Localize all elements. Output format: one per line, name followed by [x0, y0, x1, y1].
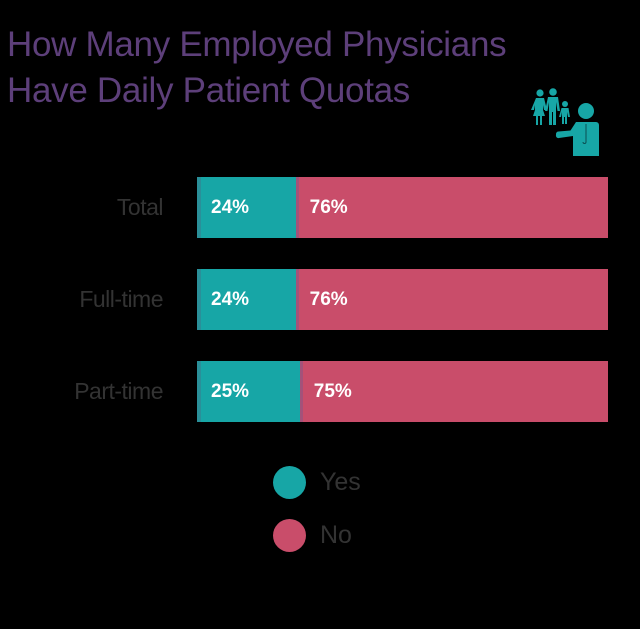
bar-row-part-time: Part-time 25% 75%	[0, 361, 640, 422]
bar-segment-no: 76%	[295, 269, 608, 330]
value-label-yes: 24%	[211, 289, 250, 310]
bar-row-total: Total 24% 76%	[0, 177, 640, 238]
value-label-no: 76%	[309, 197, 348, 218]
chart-title-line-2: Have Daily Patient Quotas	[7, 71, 410, 110]
chart-title: How Many Employed Physicians Have Daily …	[7, 22, 607, 114]
bar-segment-no: 76%	[295, 177, 608, 238]
legend-swatch-yes-icon	[273, 465, 306, 499]
stacked-bar-part-time: 25% 75%	[197, 361, 608, 422]
bar-segment-yes: 24%	[197, 177, 296, 238]
value-label-no: 75%	[313, 381, 352, 402]
stacked-bar-total: 24% 76%	[197, 177, 608, 238]
bar-row-full-time: Full-time 24% 76%	[0, 269, 640, 330]
legend-item-yes: Yes	[273, 465, 361, 499]
bar-segment-no: 75%	[299, 361, 608, 422]
row-label-total: Total	[116, 194, 164, 220]
legend-label-yes: Yes	[320, 467, 361, 496]
bar-segment-yes: 24%	[197, 269, 296, 330]
legend-swatch-no-icon	[273, 518, 306, 552]
stacked-bar-full-time: 24% 76%	[197, 269, 608, 330]
row-label-part-time: Part-time	[74, 378, 163, 404]
legend-item-no: No	[273, 518, 352, 552]
physician-with-family-icon	[518, 80, 608, 156]
bar-segment-yes: 25%	[197, 361, 300, 422]
row-label-full-time: Full-time	[79, 286, 163, 312]
chart-title-line-1: How Many Employed Physicians	[7, 25, 507, 64]
value-label-yes: 25%	[211, 381, 250, 402]
value-label-no: 76%	[309, 289, 348, 310]
legend-label-no: No	[320, 520, 352, 549]
value-label-yes: 24%	[211, 197, 250, 218]
